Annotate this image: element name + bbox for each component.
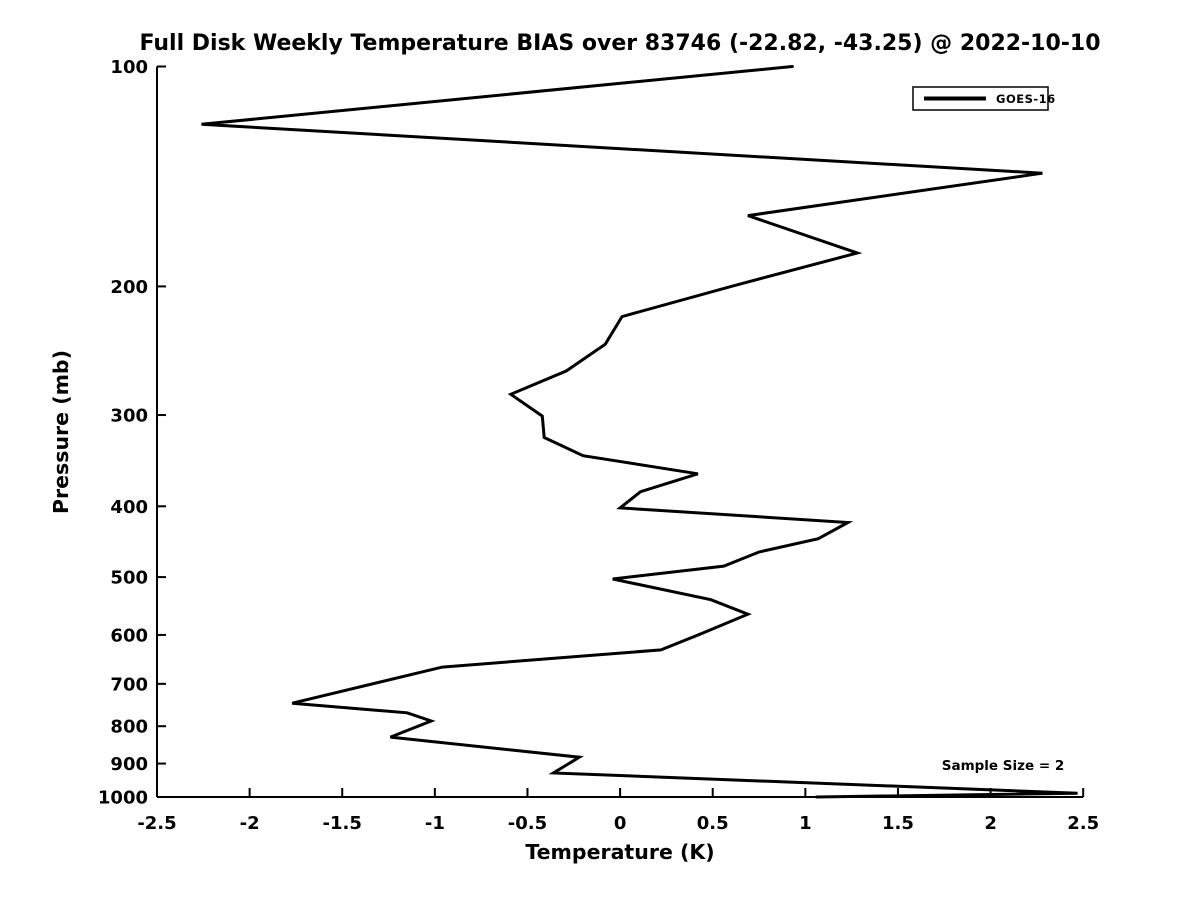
axes-spines <box>156 66 1084 798</box>
y-tick-label: 800 <box>110 717 148 738</box>
y-tick-label: 200 <box>110 277 148 298</box>
x-tick-label: 1.5 <box>882 813 914 834</box>
y-tick-label: 600 <box>110 625 148 646</box>
x-tick-label: -1 <box>425 813 445 834</box>
chart-title: Full Disk Weekly Temperature BIAS over 8… <box>139 31 1101 56</box>
y-tick-label: 1000 <box>98 788 148 809</box>
y-tick-label: 100 <box>110 57 148 78</box>
y-tick-label: 400 <box>110 497 148 518</box>
y-axis-label: Pressure (mb) <box>49 350 73 514</box>
y-tick-label: 900 <box>110 754 148 775</box>
y-axis-ticks: 100 200 300 400 500 600 700 800 900 1000 <box>98 57 166 809</box>
x-tick-label: 1 <box>799 813 812 834</box>
legend-entry-goes16: GOES-16 <box>996 92 1056 106</box>
x-tick-label: 0.5 <box>697 813 729 834</box>
x-axis-ticks: -2.5 -2 -1.5 -1 -0.5 0 0.5 1 1.5 2 2.5 <box>137 788 1099 834</box>
y-tick-label: 500 <box>110 568 148 589</box>
legend: GOES-16 <box>912 86 1056 111</box>
x-tick-label: -2.5 <box>137 813 176 834</box>
x-tick-label: -0.5 <box>508 813 547 834</box>
x-tick-label: 0 <box>614 813 627 834</box>
x-tick-label: -2 <box>240 813 260 834</box>
x-tick-label: 2.5 <box>1067 813 1099 834</box>
x-tick-label: -1.5 <box>323 813 362 834</box>
sample-size-annotation: Sample Size = 2 <box>942 758 1065 774</box>
goes16-bias-line <box>201 65 1078 799</box>
y-tick-label: 300 <box>110 406 148 427</box>
y-tick-label: 700 <box>110 674 148 695</box>
x-tick-label: 2 <box>984 813 997 834</box>
series-group <box>201 65 1078 799</box>
x-axis-label: Temperature (K) <box>525 840 714 864</box>
